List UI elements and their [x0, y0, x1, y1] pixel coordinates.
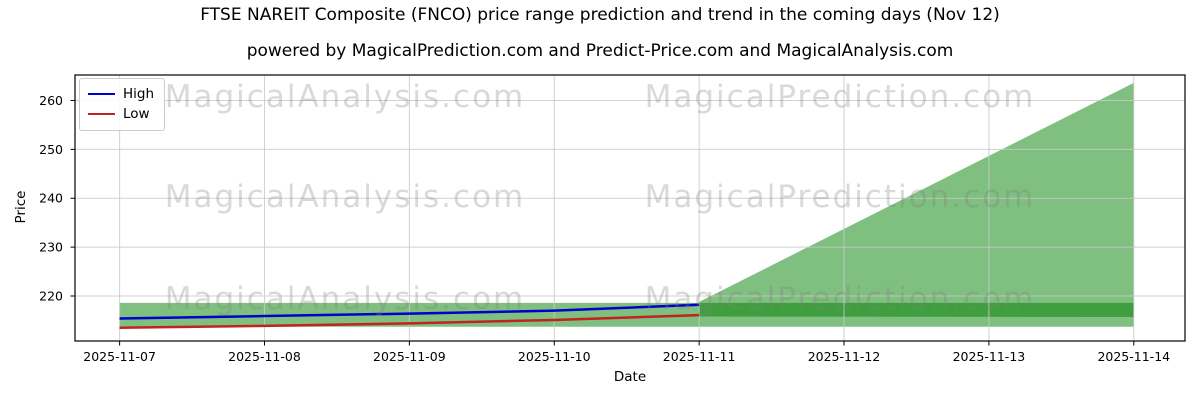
x-tick-label: 2025-11-09 — [373, 349, 446, 364]
series-line-high — [119, 303, 700, 320]
x-tick-label: 2025-11-14 — [1097, 349, 1170, 364]
legend: High Low — [79, 78, 166, 131]
legend-label: Low — [123, 106, 150, 122]
y-tick-label: 260 — [39, 93, 63, 108]
x-axis-label: Date — [613, 369, 647, 385]
series-line-low — [119, 313, 700, 330]
y-tick-label: 250 — [39, 142, 63, 157]
y-axis-label: Price — [13, 190, 29, 224]
y-tick-label: 240 — [39, 191, 63, 206]
legend-line-high — [88, 93, 115, 95]
plot-border — [74, 74, 1186, 342]
y-tick-label: 230 — [39, 240, 63, 255]
x-tick-label: 2025-11-13 — [953, 349, 1026, 364]
chart-title: FTSE NAREIT Composite (FNCO) price range… — [200, 5, 1000, 25]
y-tick-label: 220 — [39, 289, 63, 304]
legend-line-low — [88, 113, 115, 115]
x-tick-label: 2025-11-08 — [228, 349, 301, 364]
chart-subtitle: powered by MagicalPrediction.com and Pre… — [246, 41, 954, 61]
legend-item-low: Low — [88, 104, 154, 124]
legend-label: High — [123, 86, 155, 102]
legend-item-high: High — [88, 84, 154, 104]
forecast-fan — [699, 82, 1134, 318]
x-tick-label: 2025-11-10 — [518, 349, 591, 364]
x-tick-label: 2025-11-07 — [83, 349, 156, 364]
x-tick-label: 2025-11-12 — [808, 349, 881, 364]
x-tick-label: 2025-11-11 — [663, 349, 736, 364]
